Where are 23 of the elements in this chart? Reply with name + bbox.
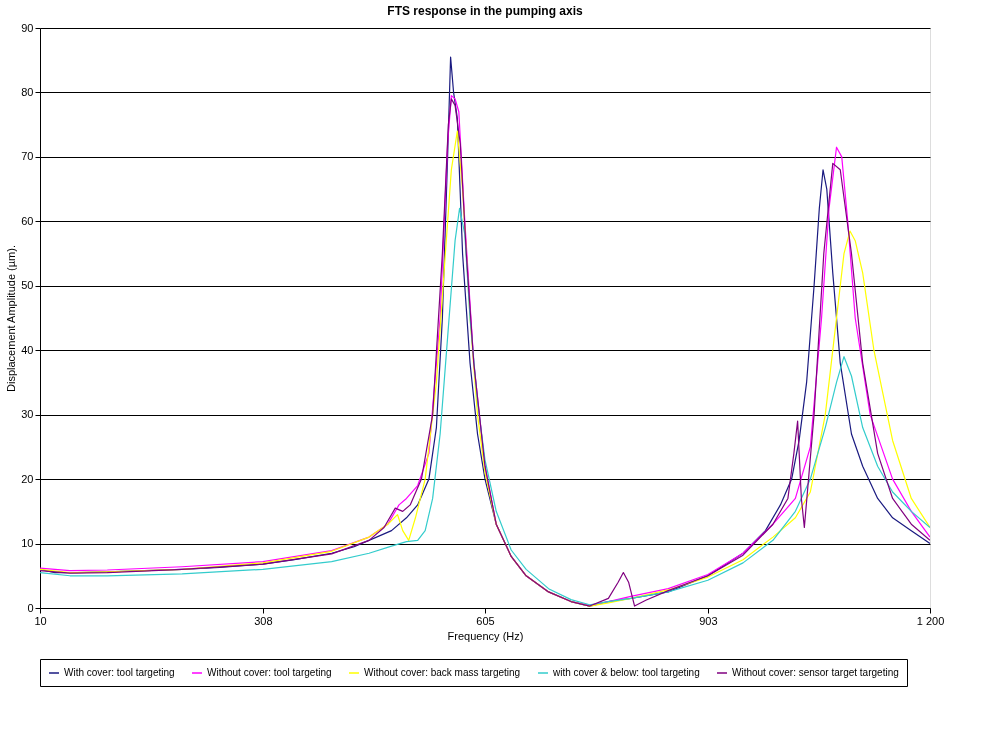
y-axis-title: Displacement Amplitude (µm). [5, 245, 18, 392]
y-tick-label: 40 [21, 343, 34, 356]
x-tick-label: 1 200 [916, 614, 945, 627]
y-tick-label: 60 [21, 214, 34, 227]
y-tick-label: 50 [21, 279, 34, 292]
y-tick-label: 80 [21, 85, 34, 98]
x-tick-label: 308 [254, 614, 273, 627]
y-tick-label: 0 [27, 601, 34, 614]
y-tick-label: 20 [21, 472, 34, 485]
legend-label: With cover: tool targeting [64, 667, 175, 678]
legend-label: Without cover: back mass targeting [364, 667, 521, 678]
legend-label: with cover & below: tool targeting [552, 667, 700, 678]
x-tick-label: 10 [34, 614, 47, 627]
y-tick-label: 10 [21, 537, 34, 550]
x-tick-label: 903 [699, 614, 718, 627]
x-axis-title: Frequency (Hz) [447, 629, 524, 642]
legend-label: Without cover: sensor target targeting [732, 667, 899, 678]
x-tick-label: 605 [476, 614, 495, 627]
y-tick-label: 90 [21, 21, 34, 34]
legend-label: Without cover: tool targeting [207, 667, 332, 678]
y-tick-label: 30 [21, 408, 34, 421]
y-tick-label: 70 [21, 150, 34, 163]
chart-title: FTS response in the pumping axis [387, 4, 583, 18]
